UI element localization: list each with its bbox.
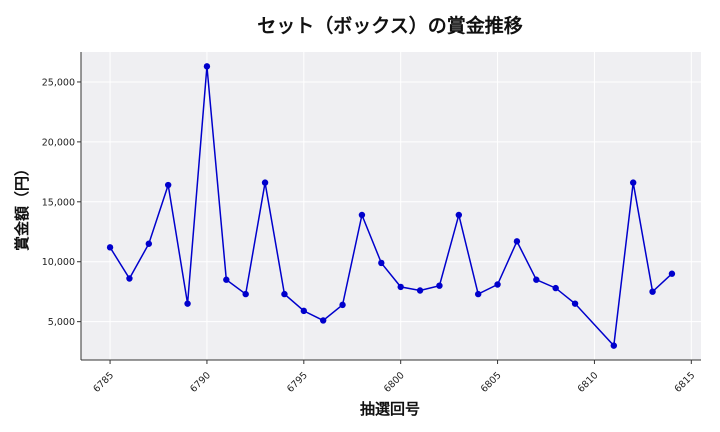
data-point (378, 259, 385, 267)
y-tick-label: 20,000 (42, 137, 75, 148)
y-tick-label: 10,000 (42, 257, 75, 268)
data-point (358, 211, 366, 219)
data-point (436, 282, 443, 289)
x-tick-label: 6815 (673, 370, 698, 395)
y-tick-label: 25,000 (42, 77, 75, 88)
data-point (242, 290, 249, 298)
data-point (203, 63, 211, 70)
data-point (533, 276, 540, 283)
x-tick-label: 6795 (285, 370, 310, 395)
data-point (281, 290, 288, 298)
data-point (397, 283, 404, 291)
x-tick-label: 6785 (91, 370, 116, 395)
data-point (629, 179, 637, 186)
x-axis-label: 抽選回号 (360, 400, 420, 418)
data-point (610, 342, 618, 349)
y-axis-label: 賞金額（円） (13, 161, 31, 251)
data-point (571, 300, 579, 307)
data-point (300, 307, 308, 315)
data-point (106, 244, 114, 251)
grid (81, 52, 701, 360)
data-point (319, 317, 327, 324)
y-tick-label: 5,000 (48, 317, 75, 328)
y-tick-label: 15,000 (42, 197, 75, 208)
data-point (552, 284, 559, 292)
x-tick-label: 6805 (479, 370, 504, 395)
data-point (145, 240, 153, 247)
series (106, 63, 676, 349)
data-point (164, 181, 172, 189)
data-point (261, 179, 269, 186)
data-point (416, 287, 424, 294)
data-point (455, 211, 463, 219)
data-point (474, 290, 482, 298)
chart-title: セット（ボックス）の賞金推移 (257, 14, 522, 37)
data-point (668, 270, 676, 277)
x-tick-label: 6810 (576, 370, 601, 395)
x-tick-label: 6790 (188, 370, 213, 395)
plot-background (81, 52, 701, 360)
data-point (649, 288, 656, 295)
data-point (339, 301, 346, 309)
data-point (184, 300, 191, 307)
data-point (223, 276, 230, 283)
data-point (126, 275, 133, 282)
data-point (513, 238, 521, 245)
data-point (494, 281, 501, 288)
x-tick-label: 6800 (382, 370, 407, 395)
